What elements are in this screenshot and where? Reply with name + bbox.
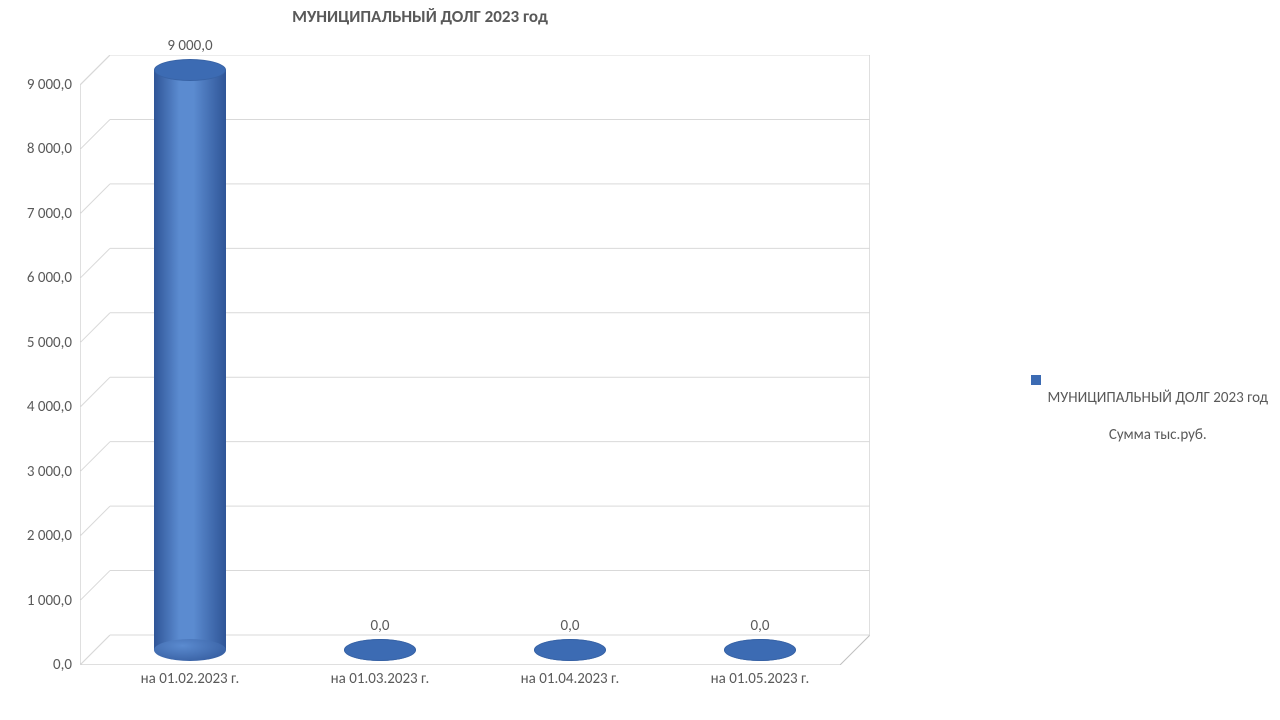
legend-text: МУНИЦИПАЛЬНЫЙ ДОЛГ 2023 год Сумма тыс.ру… [1047, 370, 1268, 464]
x-tick-label: на 01.05.2023 г. [711, 670, 810, 688]
data-label: 0,0 [751, 617, 770, 635]
plot-area [80, 55, 840, 665]
y-tick-label: 0,0 [2, 656, 72, 674]
y-tick-label: 8 000,0 [2, 140, 72, 158]
bar-cylinder [344, 639, 416, 661]
y-tick-label: 6 000,0 [2, 269, 72, 287]
y-tick-label: 1 000,0 [2, 592, 72, 610]
bar-cylinder [724, 639, 796, 661]
x-tick-label: на 01.04.2023 г. [521, 670, 620, 688]
x-tick-label: на 01.02.2023 г. [141, 670, 240, 688]
data-label: 9 000,0 [167, 37, 212, 55]
chart-title: МУНИЦИПАЛЬНЫЙ ДОЛГ 2023 год [0, 6, 840, 27]
y-tick-label: 4 000,0 [2, 398, 72, 416]
y-tick-label: 5 000,0 [2, 334, 72, 352]
legend-swatch [1031, 375, 1041, 385]
side-wall [80, 55, 110, 665]
y-tick-label: 3 000,0 [2, 463, 72, 481]
y-tick-label: 2 000,0 [2, 527, 72, 545]
y-tick-label: 9 000,0 [2, 76, 72, 94]
y-tick-label: 7 000,0 [2, 205, 72, 223]
legend-line-2: Сумма тыс.руб. [1047, 426, 1268, 445]
data-label: 0,0 [561, 617, 580, 635]
chart-container: МУНИЦИПАЛЬНЫЙ ДОЛГ 2023 год МУНИЦИПАЛЬНЫ… [0, 0, 1280, 720]
x-tick-label: на 01.03.2023 г. [331, 670, 430, 688]
bar-cylinder [154, 59, 226, 661]
bar-cylinder [534, 639, 606, 661]
legend-line-1: МУНИЦИПАЛЬНЫЙ ДОЛГ 2023 год [1047, 389, 1268, 408]
data-label: 0,0 [371, 617, 390, 635]
legend: МУНИЦИПАЛЬНЫЙ ДОЛГ 2023 год Сумма тыс.ру… [1031, 370, 1268, 464]
